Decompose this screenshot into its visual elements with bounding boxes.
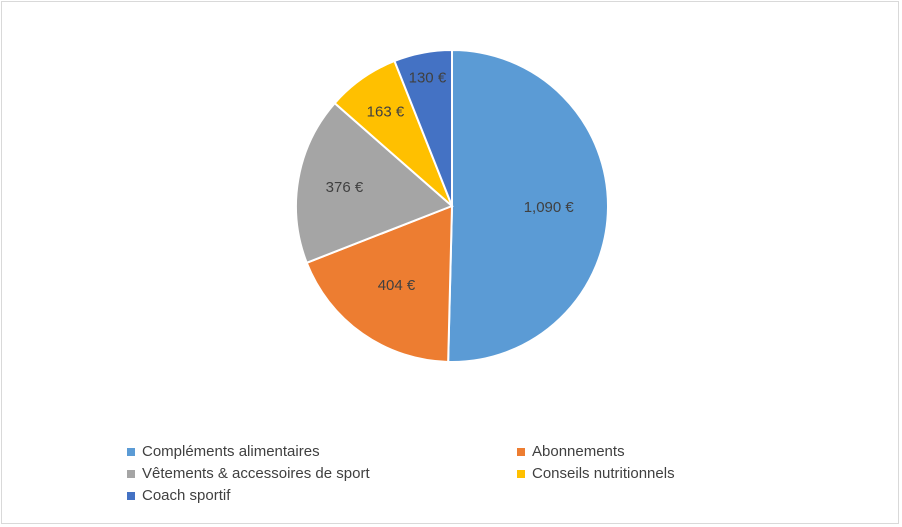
legend-item-3: Vêtements & accessoires de sport xyxy=(127,464,370,484)
legend-swatch xyxy=(127,470,135,478)
data-label-5: 130 € xyxy=(409,69,447,86)
legend-label: Coach sportif xyxy=(142,487,231,504)
data-label-1: 1,090 € xyxy=(524,199,575,216)
legend-label: Compléments alimentaires xyxy=(142,443,320,460)
legend-label: Abonnements xyxy=(532,443,625,460)
legend-swatch xyxy=(517,470,525,478)
pie-slice-1 xyxy=(447,48,610,363)
pie-slice-3 xyxy=(295,101,454,265)
data-label-3: 376 € xyxy=(326,179,364,196)
legend-item-2: Abonnements xyxy=(517,442,625,462)
legend-item-4: Conseils nutritionnels xyxy=(517,464,675,484)
pie-slice-5 xyxy=(393,48,453,207)
data-label-2: 404 € xyxy=(378,277,416,294)
legend-swatch xyxy=(127,492,135,500)
legend-item-5: Coach sportif xyxy=(127,486,230,506)
legend-swatch xyxy=(517,448,525,456)
legend-swatch xyxy=(127,448,135,456)
legend-label: Conseils nutritionnels xyxy=(532,465,675,482)
legend-item-1: Compléments alimentaires xyxy=(127,442,320,462)
pie-slice-2 xyxy=(305,204,454,363)
legend-label: Vêtements & accessoires de sport xyxy=(142,465,370,482)
data-label-4: 163 € xyxy=(367,104,405,121)
